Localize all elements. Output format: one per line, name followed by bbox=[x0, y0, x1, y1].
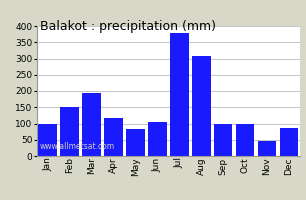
Bar bbox=[126, 129, 145, 156]
Bar bbox=[148, 122, 167, 156]
Bar bbox=[214, 124, 233, 156]
Text: www.allmetsat.com: www.allmetsat.com bbox=[39, 142, 114, 151]
Bar bbox=[104, 118, 123, 156]
Bar bbox=[236, 124, 254, 156]
Bar bbox=[258, 141, 276, 156]
Bar bbox=[170, 32, 188, 156]
Bar bbox=[280, 128, 298, 156]
Bar bbox=[38, 123, 57, 156]
Bar bbox=[60, 107, 79, 156]
Bar bbox=[192, 56, 211, 156]
Text: Balakot : precipitation (mm): Balakot : precipitation (mm) bbox=[40, 20, 216, 33]
Bar bbox=[82, 93, 101, 156]
